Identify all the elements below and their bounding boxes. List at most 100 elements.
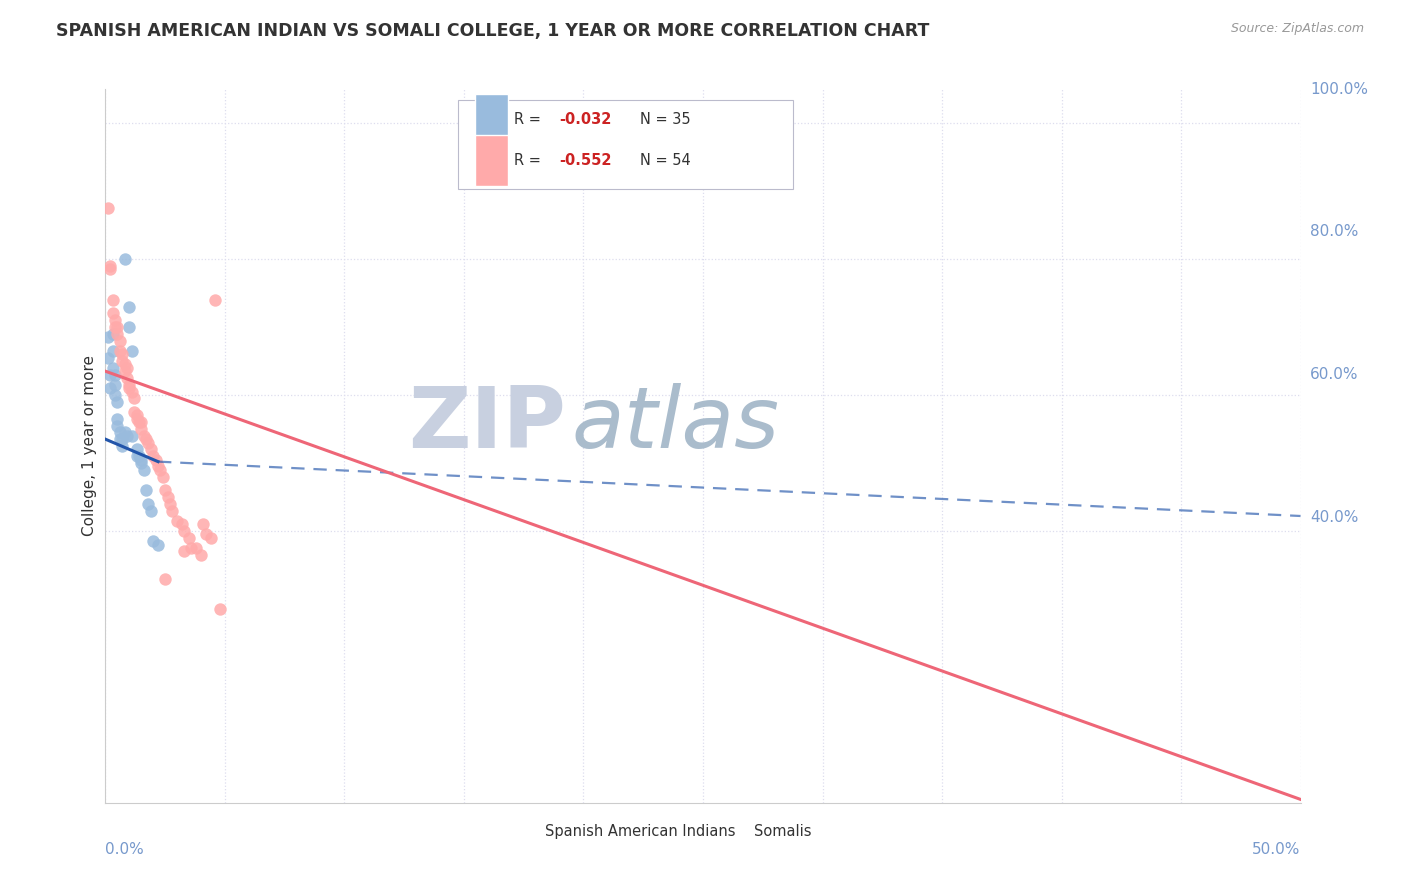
Point: [98, 368, 121, 382]
Point: [129, 452, 153, 467]
Y-axis label: College, 1 year or more: College, 1 year or more: [82, 356, 97, 536]
Point: [118, 320, 141, 334]
Point: [104, 313, 127, 327]
Point: [193, 517, 215, 532]
Point: [101, 360, 124, 375]
Point: [107, 412, 129, 426]
Point: [125, 409, 148, 423]
Point: [204, 293, 226, 307]
Point: [209, 602, 232, 616]
Point: [177, 531, 201, 545]
Point: [139, 442, 162, 457]
Point: [104, 368, 127, 382]
Point: [122, 392, 145, 406]
Point: [180, 541, 202, 555]
Point: [194, 527, 217, 541]
Point: [200, 531, 222, 545]
Point: [139, 503, 162, 517]
Point: [114, 252, 136, 266]
Point: [149, 463, 172, 477]
FancyBboxPatch shape: [509, 815, 540, 847]
Point: [98, 259, 121, 273]
Point: [121, 343, 143, 358]
Point: [129, 422, 153, 436]
Point: [138, 435, 160, 450]
Point: [118, 300, 141, 314]
Point: [125, 412, 148, 426]
Point: [114, 425, 136, 440]
FancyBboxPatch shape: [475, 135, 508, 186]
Point: [122, 405, 145, 419]
Text: R =: R =: [515, 153, 546, 168]
FancyBboxPatch shape: [475, 94, 508, 145]
Point: [173, 544, 195, 558]
Point: [107, 418, 129, 433]
Text: 60.0%: 60.0%: [1310, 368, 1358, 382]
Text: 80.0%: 80.0%: [1310, 225, 1358, 239]
Point: [125, 449, 148, 463]
Point: [114, 358, 136, 372]
Point: [128, 449, 150, 463]
Text: Source: ZipAtlas.com: Source: ZipAtlas.com: [1230, 22, 1364, 36]
Point: [115, 371, 138, 385]
FancyBboxPatch shape: [718, 815, 749, 847]
Point: [173, 524, 195, 538]
Point: [128, 415, 150, 429]
Point: [186, 541, 208, 555]
Point: [111, 432, 134, 446]
Point: [107, 326, 129, 341]
Point: [97, 351, 120, 365]
Point: [135, 432, 157, 446]
Point: [111, 347, 134, 361]
Point: [107, 320, 129, 334]
Point: [132, 463, 155, 477]
Point: [129, 415, 153, 429]
Point: [132, 429, 155, 443]
Point: [146, 459, 169, 474]
Point: [98, 262, 121, 277]
Point: [153, 572, 177, 586]
Point: [101, 306, 124, 320]
Point: [142, 534, 165, 549]
Point: [115, 429, 138, 443]
Point: [129, 456, 153, 470]
Point: [162, 503, 184, 517]
Point: [104, 388, 127, 402]
Point: [111, 354, 134, 368]
Point: [101, 326, 124, 341]
Point: [166, 514, 188, 528]
Point: [145, 452, 167, 467]
Point: [142, 449, 165, 463]
Point: [101, 343, 124, 358]
Text: -0.552: -0.552: [560, 153, 612, 168]
Point: [170, 517, 193, 532]
Text: ZIP: ZIP: [408, 383, 565, 467]
Point: [111, 439, 134, 453]
Point: [115, 360, 138, 375]
Point: [153, 483, 177, 498]
Text: N = 35: N = 35: [640, 112, 690, 127]
Point: [121, 429, 143, 443]
Point: [159, 497, 181, 511]
Point: [98, 381, 121, 395]
Point: [125, 442, 148, 457]
Point: [135, 483, 157, 498]
Text: -0.032: -0.032: [560, 112, 612, 127]
Text: 50.0%: 50.0%: [1253, 842, 1301, 857]
Text: 0.0%: 0.0%: [105, 842, 145, 857]
Point: [104, 320, 127, 334]
Text: SPANISH AMERICAN INDIAN VS SOMALI COLLEGE, 1 YEAR OR MORE CORRELATION CHART: SPANISH AMERICAN INDIAN VS SOMALI COLLEG…: [56, 22, 929, 40]
Point: [190, 548, 212, 562]
Point: [97, 201, 120, 215]
Text: N = 54: N = 54: [640, 153, 690, 168]
Point: [108, 432, 131, 446]
Text: atlas: atlas: [571, 383, 779, 467]
Point: [104, 377, 127, 392]
Text: 100.0%: 100.0%: [1310, 82, 1368, 96]
Text: R =: R =: [515, 112, 546, 127]
Point: [156, 490, 179, 504]
Point: [108, 425, 131, 440]
Point: [146, 537, 169, 551]
Point: [97, 330, 120, 344]
Point: [121, 384, 143, 399]
